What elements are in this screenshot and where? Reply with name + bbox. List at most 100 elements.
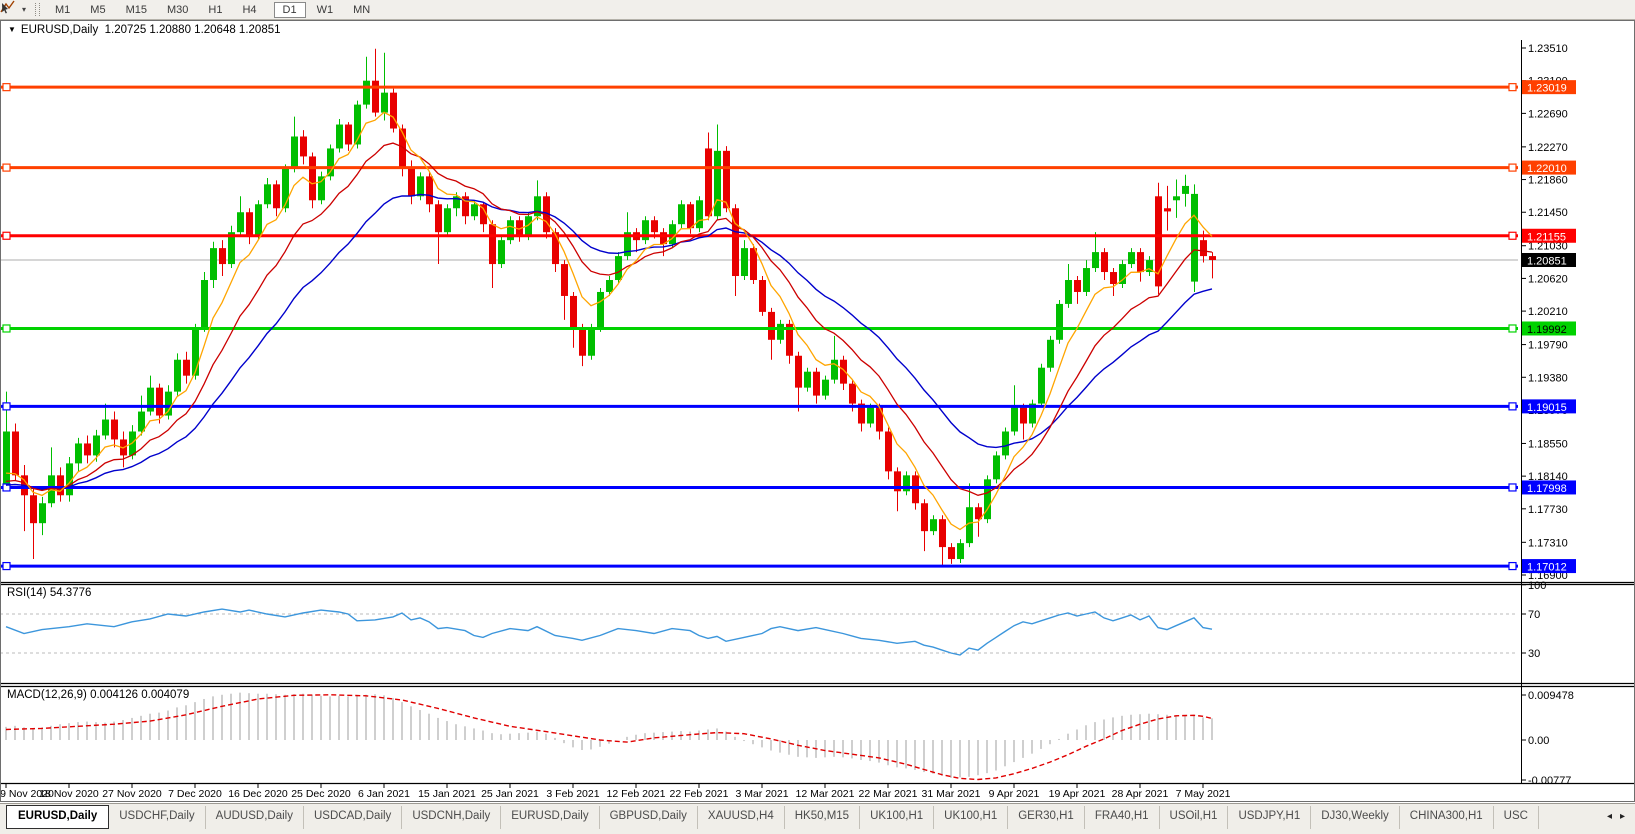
line-endpoint-marker[interactable]	[2, 324, 11, 333]
tab-hk50-m15-8[interactable]: HK50,M15	[785, 806, 861, 829]
tab-usdchf-daily-1[interactable]: USDCHF,Daily	[109, 806, 206, 829]
candle-body	[795, 355, 802, 388]
line-endpoint-marker[interactable]	[2, 561, 11, 571]
price-tag	[1522, 160, 1576, 175]
date-label: 22 Feb 2021	[670, 788, 729, 800]
candle-body	[930, 519, 937, 532]
line-endpoint-marker[interactable]	[1508, 402, 1517, 411]
candle-body	[111, 419, 118, 440]
tab-dj30-weekly-15[interactable]: DJ30,Weekly	[1311, 806, 1400, 829]
line-endpoint-marker[interactable]	[1508, 83, 1517, 92]
macd-tick-label: 0.009478	[1528, 690, 1574, 702]
macd-signal-line	[5, 694, 1213, 781]
candle-body	[642, 220, 649, 241]
tab-usdcad-daily-3[interactable]: USDCAD,Daily	[304, 806, 403, 829]
line-endpoint-marker[interactable]	[1508, 483, 1517, 492]
timeframe-button-h4[interactable]: H4	[242, 3, 257, 16]
candle-body	[30, 495, 37, 524]
candle-body	[345, 124, 352, 145]
moving-average-fast	[5, 111, 1213, 531]
price-tick-label: 1.23510	[1528, 43, 1568, 55]
line-endpoint-marker[interactable]	[1508, 324, 1517, 333]
tab-usc-17[interactable]: USC	[1494, 806, 1539, 829]
tab-china300-h1-16[interactable]: CHINA300,H1	[1400, 806, 1494, 829]
candle-body	[183, 359, 190, 376]
tab-usoil-h1-13[interactable]: USOil,H1	[1160, 806, 1229, 829]
line-endpoint-marker[interactable]	[2, 83, 11, 92]
price-tag-text: 1.17998	[1527, 483, 1567, 495]
timeframe-button-w1[interactable]: W1	[316, 3, 334, 16]
date-label: 6 Jan 2021	[358, 788, 410, 800]
tab-scroll-right-icon[interactable]: ▸	[1619, 810, 1625, 822]
tab-audusd-daily-2[interactable]: AUDUSD,Daily	[206, 806, 304, 829]
candle-body	[768, 311, 775, 340]
candle-body	[939, 519, 946, 548]
candle-body	[444, 208, 451, 233]
candle-body	[228, 232, 235, 265]
moving-average-medium	[5, 142, 1213, 496]
tab-gbpusd-daily-6[interactable]: GBPUSD,Daily	[600, 806, 698, 829]
candle-body	[813, 371, 820, 396]
timeframe-buttons: M1 M5 M15 M30 H1 H4 D1 W1 MN	[45, 1, 380, 18]
candle-body	[219, 248, 226, 265]
candle-body	[1074, 280, 1081, 292]
date-label: 31 Mar 2021	[922, 788, 981, 800]
candle-body	[480, 204, 487, 225]
candle-body	[651, 220, 658, 233]
tab-xauusd-h4-7[interactable]: XAUUSD,H4	[698, 806, 785, 829]
timeframe-button-mn[interactable]: MN	[353, 3, 371, 16]
timeframe-button-m15[interactable]: M15	[125, 3, 147, 16]
candle-body	[1110, 272, 1117, 284]
chart-background	[0, 20, 1635, 803]
candle-body	[291, 136, 298, 169]
candle-body	[552, 232, 559, 265]
date-label: 28 Apr 2021	[1112, 788, 1169, 800]
date-label: 3 Mar 2021	[735, 788, 788, 800]
date-label: 7 Dec 2020	[168, 788, 222, 800]
line-endpoint-marker[interactable]	[1508, 561, 1517, 571]
candle-body	[1011, 407, 1018, 432]
timeframe-button-d1[interactable]: D1	[273, 1, 306, 18]
candle-body	[318, 176, 325, 201]
tab-ger30-h1-11[interactable]: GER30,H1	[1008, 806, 1085, 829]
tab-usdcnh-daily-4[interactable]: USDCNH,Daily	[402, 806, 502, 829]
candle-body	[750, 248, 757, 281]
candle-body	[255, 204, 262, 237]
line-endpoint-marker[interactable]	[2, 163, 11, 172]
chart-canvas[interactable]: 1.235101.231001.226901.222701.218601.214…	[0, 0, 1635, 803]
candle-body	[300, 136, 307, 157]
timeframe-button-h1[interactable]: H1	[208, 3, 223, 16]
timeframe-toolbar: ▾ M1 M5 M15 M30 H1 H4 D1 W1 MN	[0, 0, 1635, 20]
price-tick-label: 1.18140	[1528, 471, 1568, 483]
timeframe-button-m5[interactable]: M5	[90, 3, 106, 16]
candle-body	[390, 92, 397, 129]
timeframe-button-m30[interactable]: M30	[166, 3, 189, 16]
candle-body	[498, 240, 505, 265]
rsi-tick-label: 30	[1528, 648, 1540, 660]
line-endpoint-marker[interactable]	[1508, 163, 1517, 172]
chevron-down-icon[interactable]: ▾	[22, 5, 27, 14]
chart-menu-icon[interactable]: ▼	[8, 25, 16, 34]
timeframe-button-m1[interactable]: M1	[55, 3, 71, 16]
candle-body	[705, 148, 712, 217]
tab-uk100-h1-10[interactable]: UK100,H1	[934, 806, 1009, 829]
line-endpoint-marker[interactable]	[2, 231, 11, 240]
price-tick-label: 1.17310	[1528, 537, 1568, 549]
line-endpoint-marker[interactable]	[2, 402, 11, 411]
chart-cursor-icon[interactable]	[0, 0, 22, 17]
tab-fra40-h1-12[interactable]: FRA40,H1	[1085, 806, 1160, 829]
candle-body	[417, 176, 424, 197]
line-endpoint-marker[interactable]	[1508, 231, 1517, 240]
candle-body	[1002, 431, 1009, 456]
candle-body	[606, 280, 613, 292]
candle-body	[966, 507, 973, 544]
tab-scroll-left-icon[interactable]: ◂	[1606, 810, 1612, 822]
tab-eurusd-daily-0[interactable]: EURUSD,Daily	[6, 805, 110, 829]
tab-eurusd-daily-5[interactable]: EURUSD,Daily	[501, 806, 600, 829]
line-endpoint-marker[interactable]	[2, 483, 11, 492]
toolbar-grip[interactable]	[35, 3, 41, 16]
tab-uk100-h1-9[interactable]: UK100,H1	[860, 806, 935, 829]
tab-usdjpy-h1-14[interactable]: USDJPY,H1	[1228, 806, 1312, 829]
date-label: 27 Nov 2020	[102, 788, 162, 800]
